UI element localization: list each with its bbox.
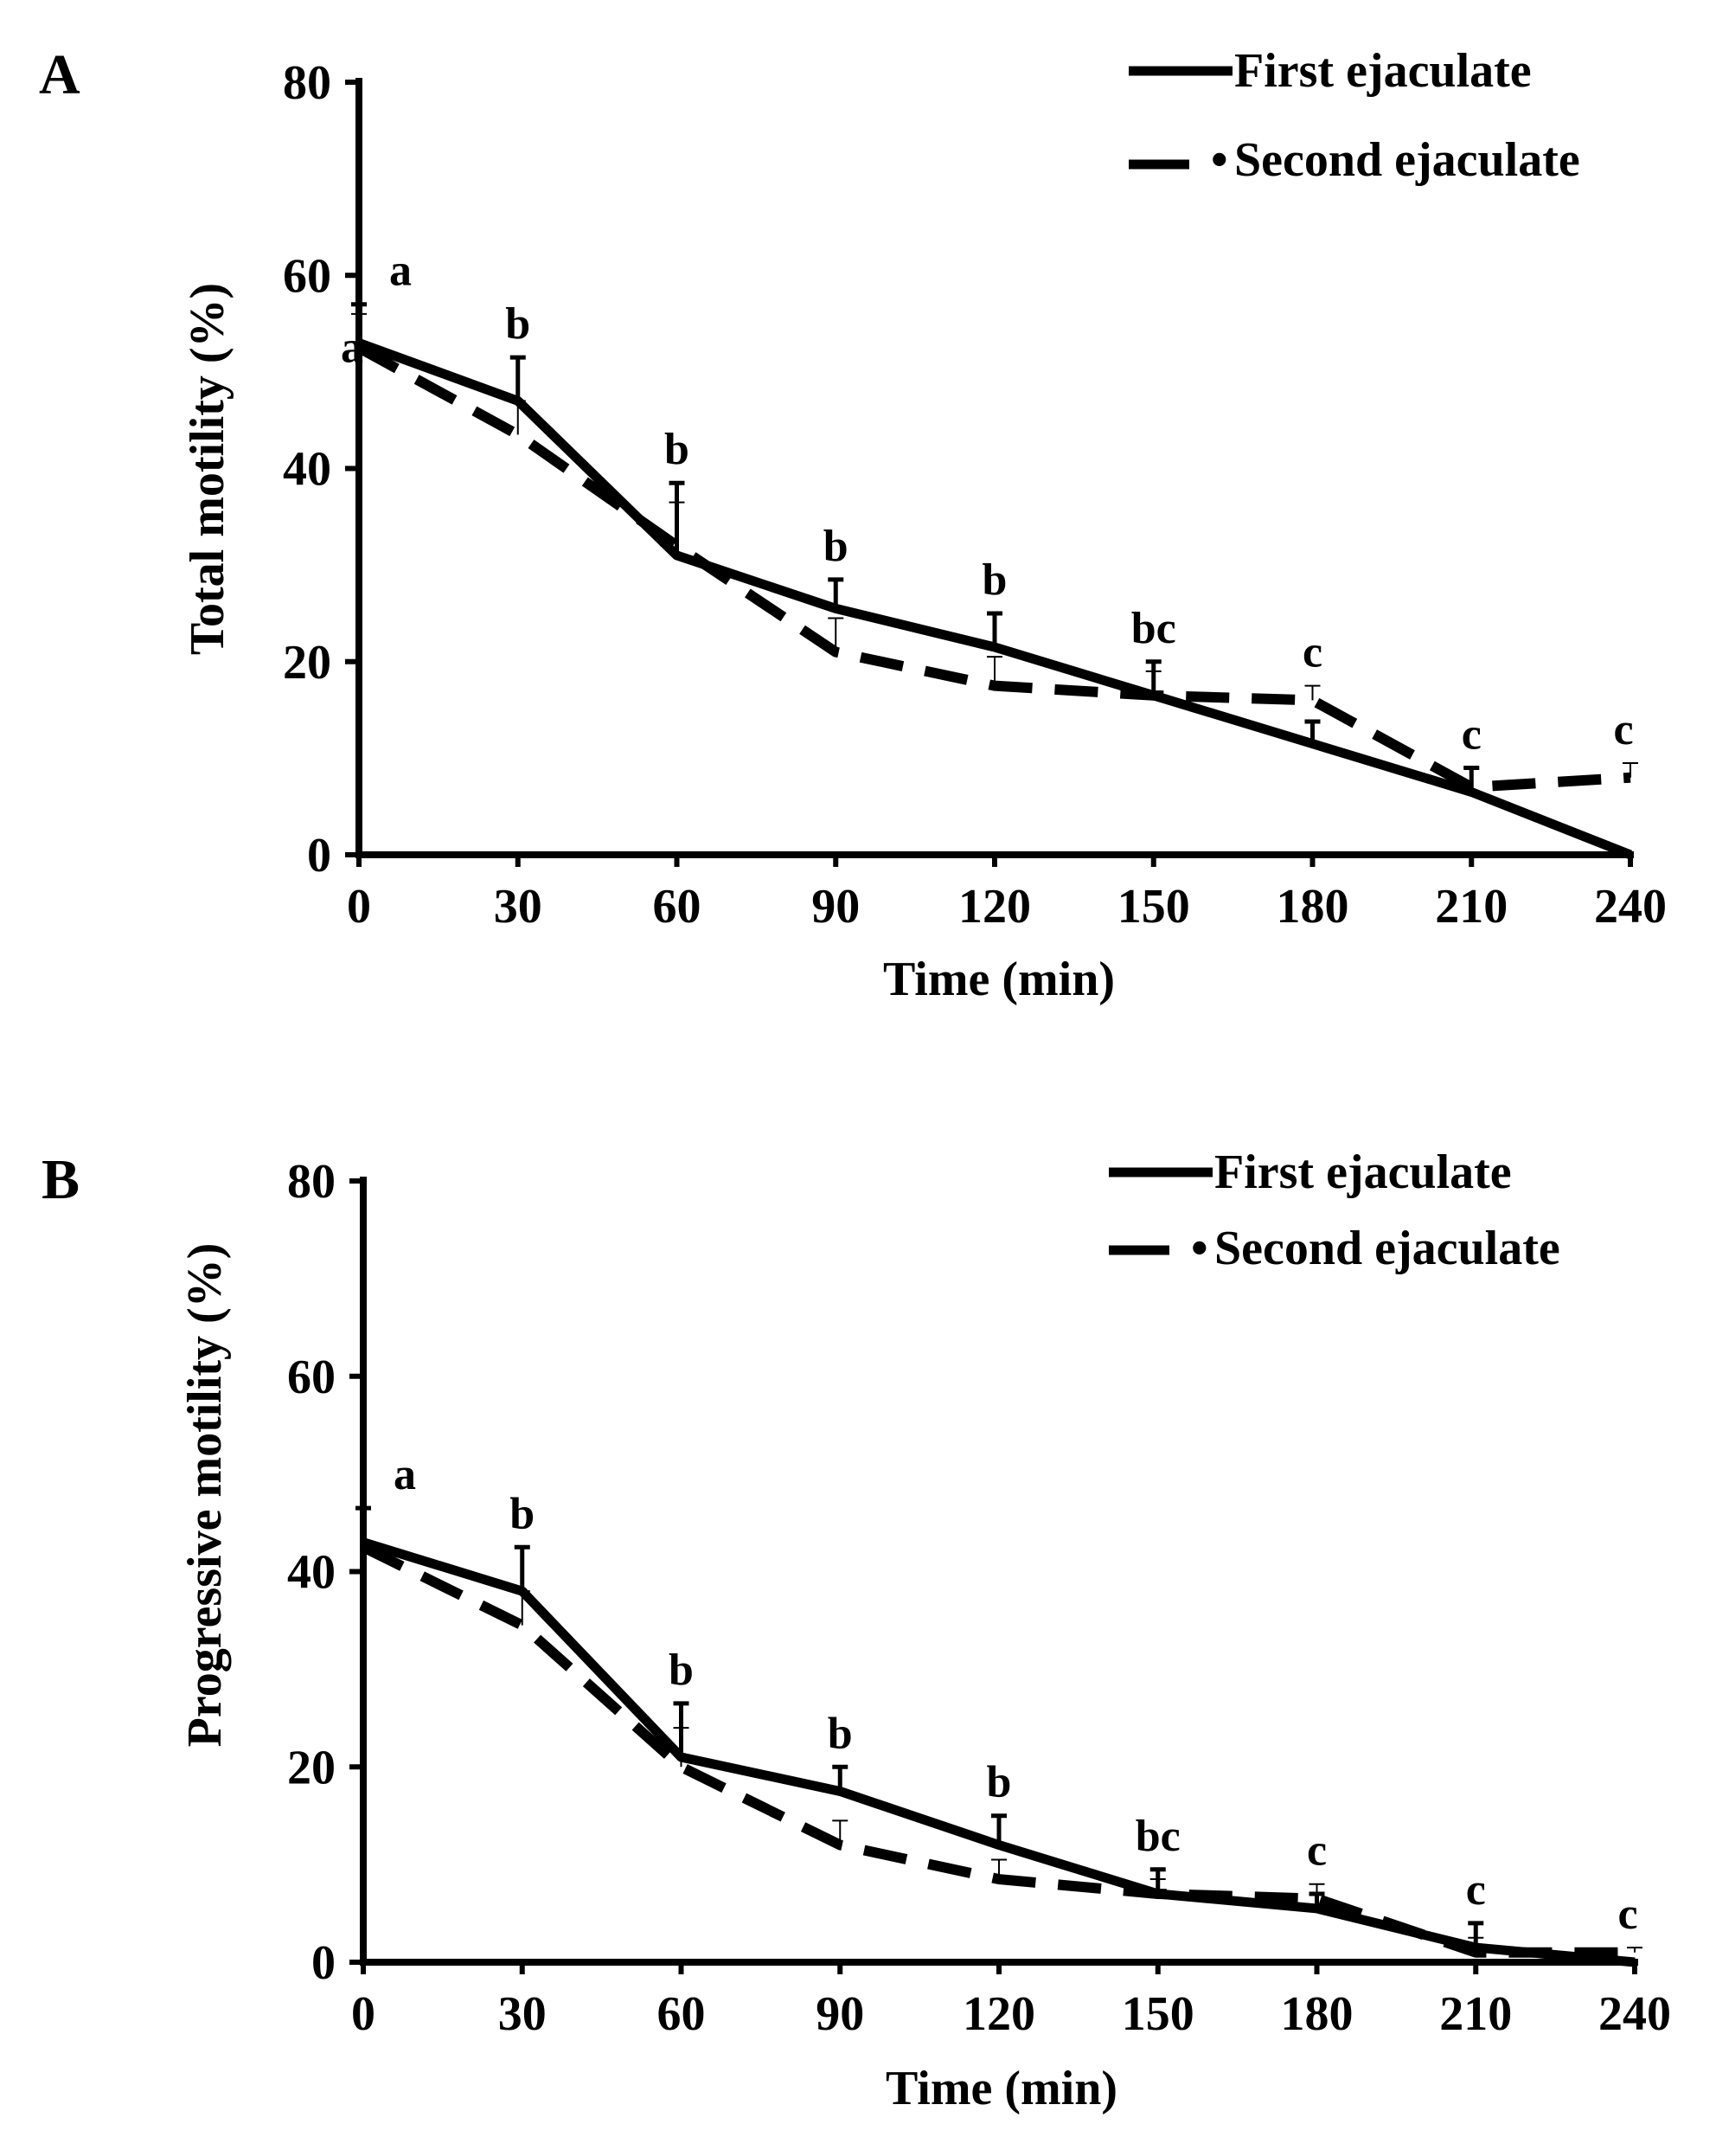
- x-tick-label: 180: [1277, 880, 1349, 934]
- legend-first-label: First ejaculate: [1234, 44, 1532, 98]
- legend-second-label: Second ejaculate: [1214, 1222, 1560, 1275]
- y-tick-label: 0: [311, 1936, 336, 1990]
- significance-letter: c: [1613, 705, 1633, 754]
- x-tick-label: 120: [963, 1987, 1035, 2041]
- series-second-line: [356, 343, 1631, 792]
- x-tick-label: 210: [1439, 1987, 1512, 2041]
- x-tick-label: 240: [1594, 880, 1667, 934]
- y-tick-label: 80: [283, 56, 331, 110]
- x-tick-label: 60: [657, 1987, 706, 2041]
- legend: First ejaculate • Second ejaculate: [1109, 1145, 1560, 1275]
- y-tick-label: 40: [287, 1546, 336, 1600]
- y-tick-label: 80: [287, 1155, 336, 1209]
- plot-area: 0 20 40 60 80 0 30 60 90 120 150 180 210 240 a b b b b bc c c…: [283, 56, 1667, 934]
- significance-letter: bc: [1131, 604, 1176, 653]
- significance-letter: c: [1462, 710, 1482, 760]
- y-tick-label: 20: [287, 1741, 336, 1794]
- significance-letter: a: [394, 1450, 416, 1499]
- significance-letter: a: [341, 324, 363, 373]
- x-axis-title: Time (min): [883, 953, 1115, 1006]
- x-tick-label: 180: [1281, 1987, 1354, 2041]
- legend-second-marker: •: [1191, 1222, 1208, 1275]
- significance-letter: b: [669, 1646, 694, 1695]
- significance-letter: c: [1303, 628, 1322, 677]
- plot-area: 0 20 40 60 80 0 30 60 90 120 150 180 210 240 a b b b b bc c c…: [287, 1155, 1671, 2041]
- x-axis-title: Time (min): [886, 2062, 1117, 2115]
- panel-label: B: [42, 1148, 80, 1211]
- x-tick-label: 0: [351, 1987, 375, 2041]
- significance-letter: b: [664, 425, 689, 474]
- legend-second-marker: •: [1211, 133, 1228, 187]
- significance-letter: b: [823, 522, 848, 571]
- y-axis-title: Total motility (%): [181, 283, 234, 655]
- y-tick-label: 20: [283, 636, 331, 690]
- panel-a: A Total motility (%) Time (min) First ej…: [39, 43, 1667, 1006]
- legend: First ejaculate • Second ejaculate: [1129, 44, 1580, 187]
- x-tick-label: 30: [498, 1987, 547, 2041]
- x-tick-label: 60: [653, 880, 701, 934]
- y-tick-label: 0: [307, 829, 331, 882]
- significance-letter: b: [987, 1758, 1012, 1807]
- x-tick-label: 240: [1598, 1987, 1671, 2041]
- significance-letter: b: [828, 1709, 853, 1758]
- x-tick-label: 120: [958, 880, 1031, 934]
- y-tick-label: 60: [283, 249, 331, 303]
- significance-letter: c: [1307, 1826, 1327, 1876]
- x-tick-label: 90: [816, 1987, 864, 2041]
- x-tick-label: 0: [347, 880, 371, 934]
- significance-letter: bc: [1136, 1812, 1181, 1861]
- significance-letter: b: [983, 555, 1008, 605]
- y-axis-title: Progressive motility (%): [178, 1243, 232, 1748]
- panel-label: A: [39, 43, 80, 106]
- series-first-line: [357, 338, 1633, 860]
- significance-letter: b: [509, 1489, 535, 1538]
- significance-letter: a: [389, 247, 412, 296]
- y-tick-label: 40: [283, 443, 331, 497]
- legend-second-label: Second ejaculate: [1234, 133, 1580, 187]
- x-tick-label: 210: [1435, 880, 1508, 934]
- series-second-line: [361, 1542, 1635, 1958]
- significance-letter: c: [1617, 1890, 1637, 1939]
- x-tick-label: 150: [1117, 880, 1190, 934]
- series-first-line: [362, 1537, 1636, 1967]
- panel-b: B Progressive motility (%) Time (min) Fi…: [42, 1145, 1671, 2115]
- significance-letter: c: [1466, 1865, 1486, 1915]
- x-tick-label: 90: [811, 880, 860, 934]
- x-tick-label: 150: [1122, 1987, 1194, 2041]
- significance-letter: b: [505, 299, 530, 349]
- x-tick-label: 30: [494, 880, 542, 934]
- legend-first-label: First ejaculate: [1214, 1145, 1512, 1199]
- y-tick-label: 60: [287, 1351, 336, 1404]
